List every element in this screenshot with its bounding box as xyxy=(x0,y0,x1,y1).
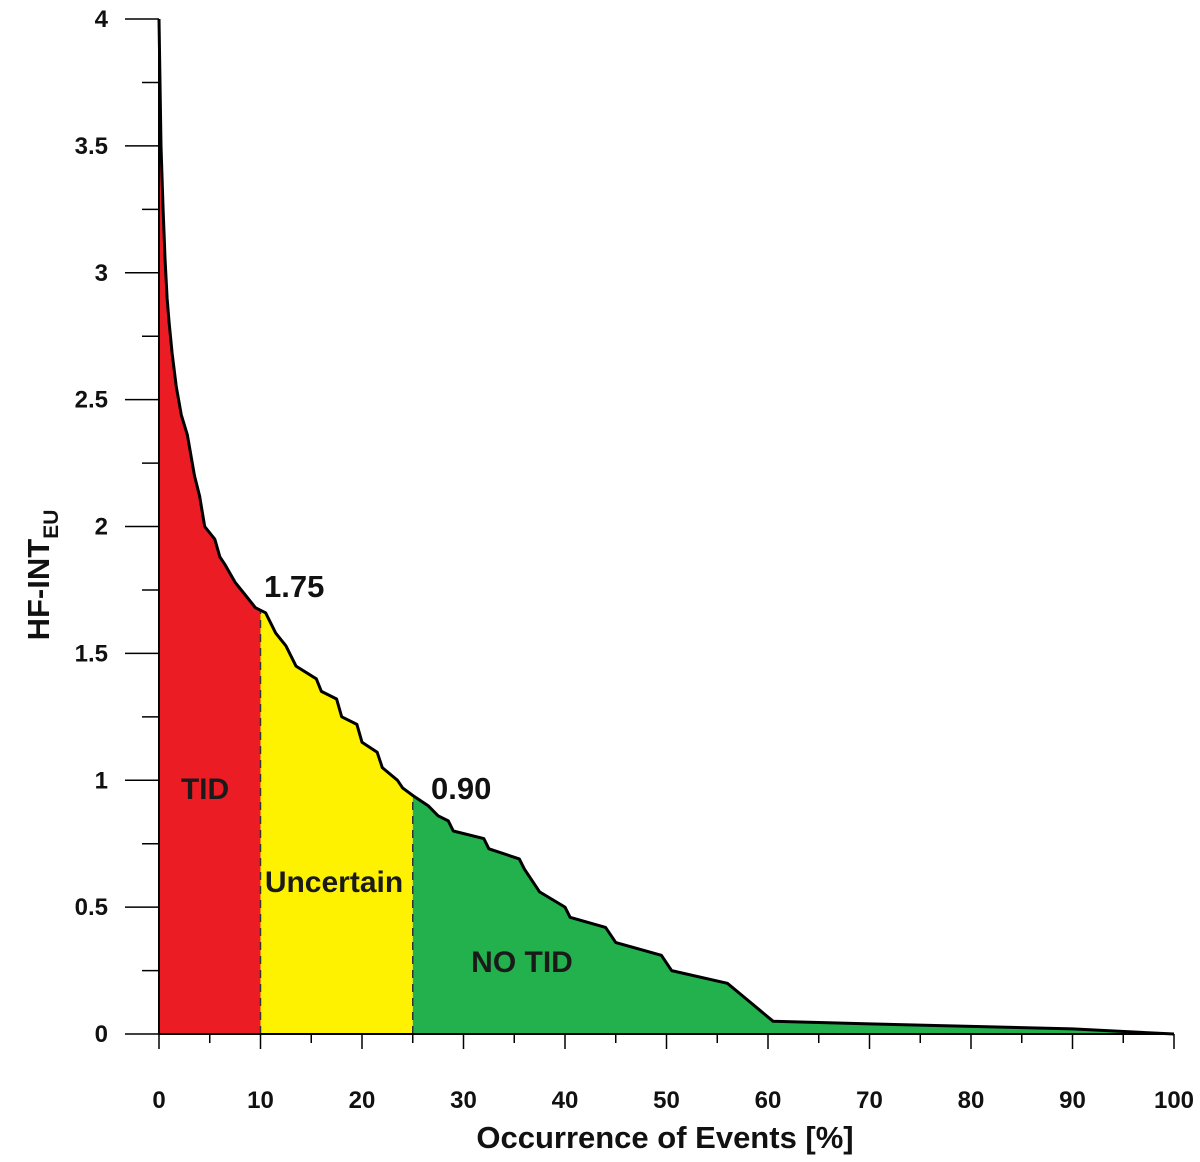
region-label-2: Uncertain xyxy=(265,866,403,899)
x-tick-label: 90 xyxy=(1059,1087,1086,1114)
region-fill-1 xyxy=(159,19,261,1034)
y-axis-title-subscript: EU xyxy=(40,510,63,539)
x-tick-label: 0 xyxy=(152,1087,165,1114)
y-tick-label: 2 xyxy=(95,514,108,541)
x-tick-label: 40 xyxy=(552,1087,579,1114)
x-tick-label: 70 xyxy=(856,1087,883,1114)
y-tick-label: 3 xyxy=(95,260,108,287)
x-tick-label: 100 xyxy=(1154,1087,1194,1114)
x-tick-label: 50 xyxy=(653,1087,680,1114)
threshold-labels: 1.75 0.90 xyxy=(264,569,491,806)
threshold-label-1: 1.75 xyxy=(264,569,324,604)
threshold-label-2: 0.90 xyxy=(431,771,491,806)
x-tick-label: 10 xyxy=(247,1087,274,1114)
x-axis-ticks: 0 10 20 30 40 50 60 70 80 90 100 xyxy=(152,1034,1194,1114)
region-fill-2 xyxy=(260,610,413,1034)
x-axis-title: Occurrence of Events [%] xyxy=(476,1120,853,1155)
x-tick-label: 60 xyxy=(755,1087,782,1114)
region-label-3: NO TID xyxy=(471,946,573,979)
y-tick-label: 4 xyxy=(95,6,109,33)
y-tick-label: 1 xyxy=(95,767,108,794)
y-tick-label: 2.5 xyxy=(75,387,108,414)
x-tick-label: 30 xyxy=(450,1087,477,1114)
x-tick-label: 80 xyxy=(958,1087,985,1114)
series-line xyxy=(157,18,1175,1036)
y-tick-label: 3.5 xyxy=(75,133,108,160)
region-label-1: TID xyxy=(181,773,229,806)
region-fill-3 xyxy=(412,795,1174,1034)
y-axis-title-main: HF-INT xyxy=(21,539,56,641)
y-tick-label: 0.5 xyxy=(75,894,108,921)
y-tick-label: 0 xyxy=(95,1021,108,1048)
region-labels: TID Uncertain NO TID xyxy=(181,773,573,979)
y-axis-title: HF-INTEU xyxy=(21,510,63,641)
region-fills xyxy=(159,19,1174,1034)
y-tick-label: 1.5 xyxy=(75,640,108,667)
x-tick-label: 20 xyxy=(349,1087,376,1114)
region-dividers xyxy=(259,610,414,1034)
y-axis-ticks: 0 0.5 1 1.5 2 2.5 3 3.5 4 xyxy=(75,6,159,1048)
